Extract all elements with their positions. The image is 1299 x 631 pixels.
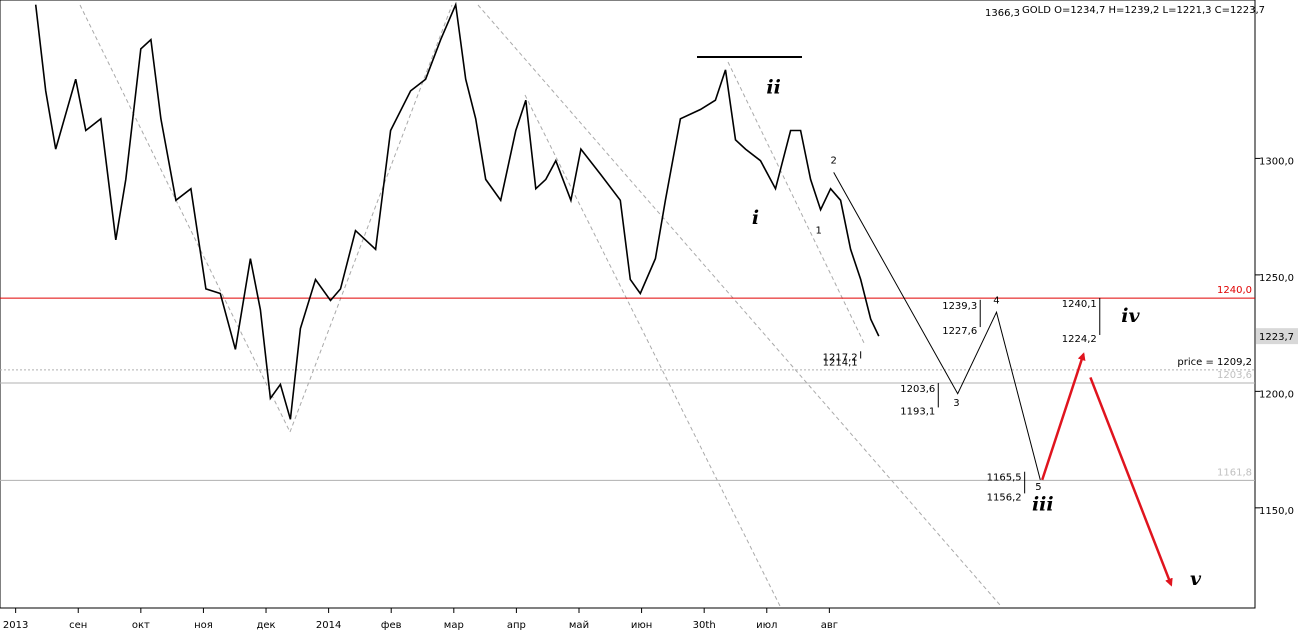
high-label: 1366,3 xyxy=(985,8,1020,19)
level-label: price = 1209,2 xyxy=(1177,357,1252,368)
chart-title: GOLD O=1234,7 H=1239,2 L=1221,3 C=1223,7 xyxy=(1022,5,1265,16)
last-price-box xyxy=(1256,328,1298,345)
x-tick-label: 2013 xyxy=(3,620,28,631)
x-tick-label: 2014 xyxy=(316,620,341,631)
range-low-label: 1224,2 xyxy=(1062,334,1097,345)
forecast-arrow xyxy=(1089,376,1173,587)
x-tick-label: май xyxy=(569,620,589,631)
channel-line xyxy=(289,4,453,433)
x-tick-label: ноя xyxy=(194,620,213,631)
range-low-label: 1214,1 xyxy=(823,358,858,369)
level-label: 1203,6 xyxy=(1217,370,1252,381)
range-low-label: 1156,2 xyxy=(987,492,1022,503)
range-high-label: 1217,2 xyxy=(823,352,858,363)
wave-label: ii xyxy=(766,77,780,99)
wave-label: i xyxy=(752,207,759,229)
x-tick-label: 30th xyxy=(693,620,716,631)
range-high-label: 1240,1 xyxy=(1062,299,1097,310)
point-label: 5 xyxy=(1035,482,1041,493)
point-label: 1 xyxy=(816,226,822,237)
x-tick-label: фев xyxy=(381,620,402,631)
price-line xyxy=(34,1,880,420)
point-label: 2 xyxy=(831,156,837,167)
point-label: 4 xyxy=(993,296,999,307)
forecast-arrow xyxy=(1041,352,1086,481)
range-low-label: 1193,1 xyxy=(900,406,935,417)
plot-area xyxy=(0,0,1256,609)
range-low-label: 1227,6 xyxy=(942,326,977,337)
point-label: 3 xyxy=(953,398,959,409)
wave-label: iv xyxy=(1121,305,1140,327)
x-tick-label: июн xyxy=(631,620,652,631)
x-tick-label: апр xyxy=(507,620,526,631)
y-tick-label: 1250,0 xyxy=(1259,273,1294,284)
x-tick-label: дек xyxy=(256,620,275,631)
wave-line xyxy=(833,172,1041,481)
x-tick-label: сен xyxy=(69,620,87,631)
channel-line xyxy=(79,4,291,433)
y-tick-label: 1200,0 xyxy=(1259,389,1294,400)
range-high-label: 1239,3 xyxy=(942,301,977,312)
x-tick-label: июл xyxy=(756,620,777,631)
y-tick-label: 1150,0 xyxy=(1259,506,1294,517)
range-high-label: 1165,5 xyxy=(987,473,1022,484)
x-tick-label: мар xyxy=(444,620,464,631)
y-tick-label: 1300,0 xyxy=(1259,156,1294,167)
wave-label: v xyxy=(1190,568,1202,590)
last-price-label: 1223,7 xyxy=(1259,332,1294,343)
x-tick-label: авг xyxy=(821,620,838,631)
x-tick-label: окт xyxy=(132,620,150,631)
level-label: 1240,0 xyxy=(1217,285,1252,296)
range-high-label: 1203,6 xyxy=(900,384,935,395)
level-label: 1161,8 xyxy=(1217,467,1252,478)
wave-label: iii xyxy=(1032,494,1054,516)
